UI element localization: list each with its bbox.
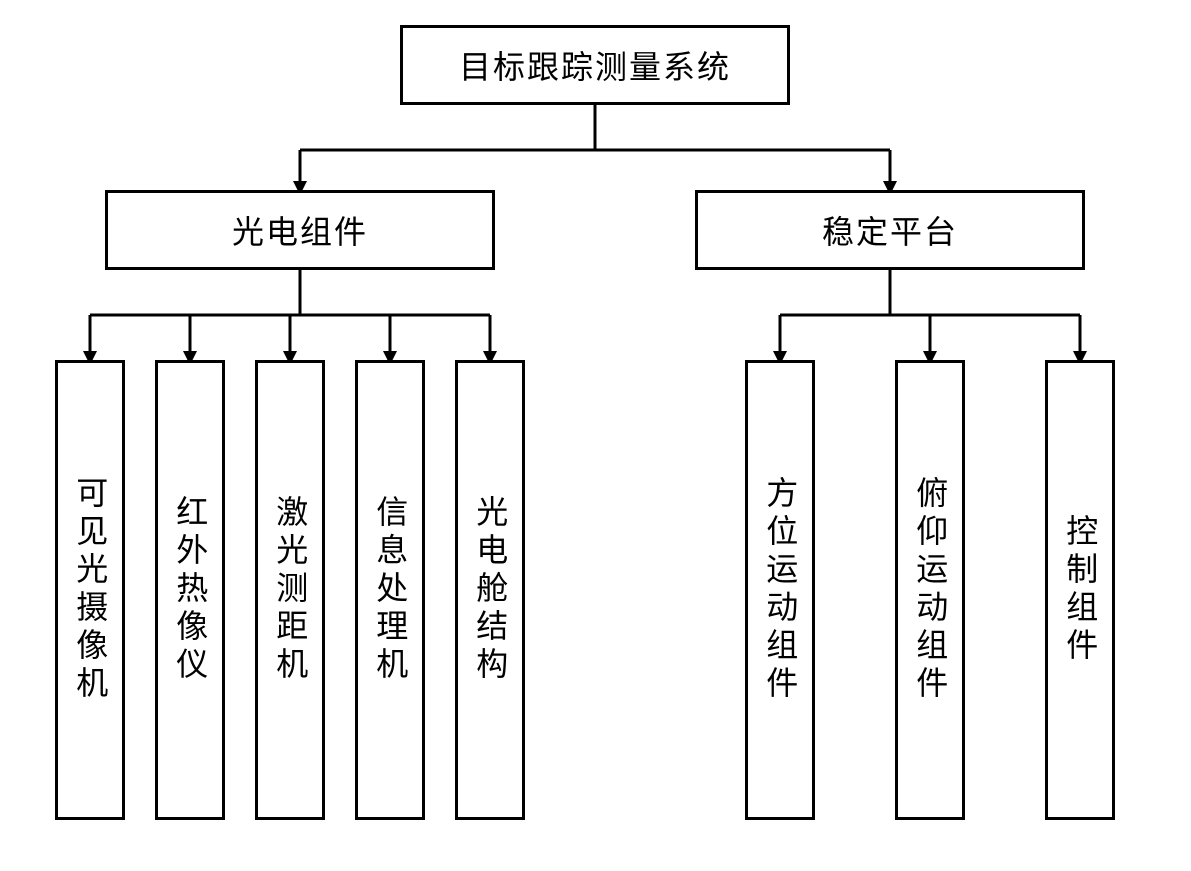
node-root: 目标跟踪测量系统 [400,25,790,105]
node-leaf-6-label: 方位运动组件 [761,476,799,704]
node-root-label: 目标跟踪测量系统 [459,42,731,88]
node-leaf-3: 激光测距机 [255,360,325,820]
node-leaf-3-label: 激光测距机 [271,495,309,685]
node-mid-left: 光电组件 [105,190,495,270]
node-leaf-6: 方位运动组件 [745,360,815,820]
node-mid-right-label: 稳定平台 [822,207,958,253]
node-leaf-2: 红外热像仪 [155,360,225,820]
node-leaf-4: 信息处理机 [355,360,425,820]
node-leaf-4-label: 信息处理机 [371,495,409,685]
diagram-canvas: 目标跟踪测量系统 光电组件 稳定平台 可见光摄像机 红外热像仪 激光测距机 信息… [0,0,1191,871]
node-mid-right: 稳定平台 [695,190,1085,270]
node-leaf-5: 光电舱结构 [455,360,525,820]
node-mid-left-label: 光电组件 [232,207,368,253]
node-leaf-5-label: 光电舱结构 [471,495,509,685]
node-leaf-8-label: 控制组件 [1061,514,1099,666]
node-leaf-8: 控制组件 [1045,360,1115,820]
node-leaf-1: 可见光摄像机 [55,360,125,820]
node-leaf-2-label: 红外热像仪 [171,495,209,685]
node-leaf-1-label: 可见光摄像机 [71,476,109,704]
node-leaf-7-label: 俯仰运动组件 [911,476,949,704]
node-leaf-7: 俯仰运动组件 [895,360,965,820]
